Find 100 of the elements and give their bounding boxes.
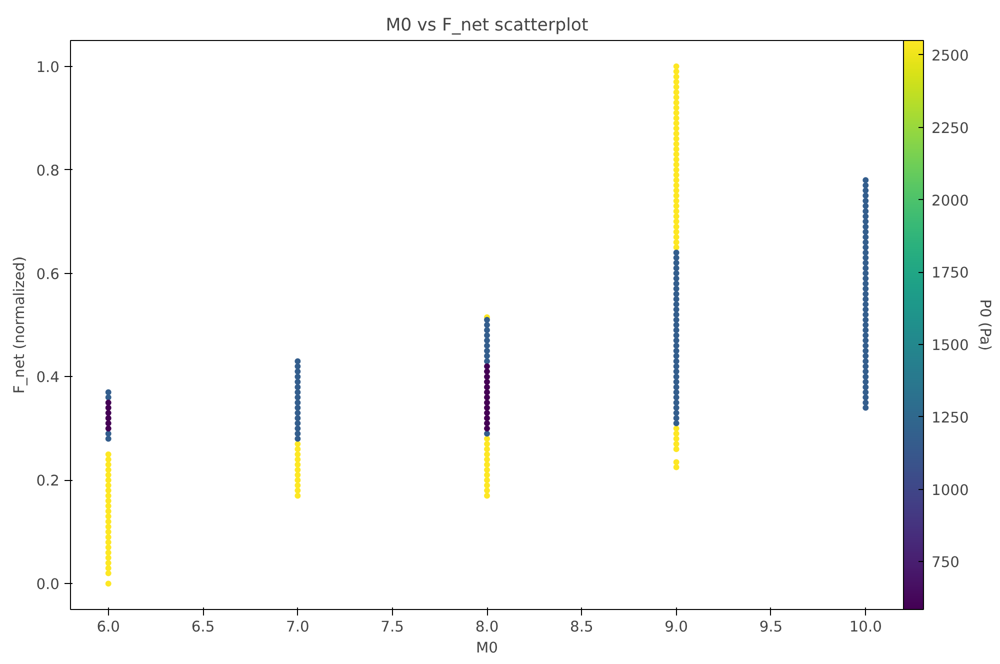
point [862,404,869,411]
point [484,353,490,360]
point [294,384,301,390]
point [484,451,490,458]
point [484,400,490,406]
point [862,275,869,282]
point [105,492,112,499]
point [294,400,301,406]
point [484,430,490,437]
point [862,296,869,302]
point [105,410,112,416]
point [862,250,869,256]
point [862,301,869,308]
point [484,368,490,375]
point [862,286,869,292]
point [484,440,490,447]
point [484,420,490,426]
point [673,440,680,447]
point [294,410,301,416]
point [673,182,680,188]
x-tick-label: 6.5 [191,618,215,636]
point [862,363,869,370]
point [105,451,112,458]
point [484,327,490,334]
point [673,63,680,70]
y-tick-label: 0.6 [36,266,60,283]
point [862,228,869,235]
point [673,120,680,126]
point [862,203,869,210]
point [484,436,490,442]
point [673,136,680,142]
point [862,177,869,184]
point [673,301,680,308]
point [673,404,680,411]
point [673,254,680,261]
color-bar-label: 1000 [932,482,969,499]
point [484,384,490,390]
point [673,146,680,152]
y-tick-label: 0.2 [36,472,60,490]
point [673,74,680,80]
y-tick-label: 0.0 [36,576,60,594]
color-bar-label: 2500 [932,47,969,64]
point [673,239,680,246]
point [484,378,490,385]
point [862,389,869,396]
point [862,322,869,328]
point [862,353,869,360]
point [673,286,680,292]
point [105,570,112,576]
point [673,265,680,272]
point [294,378,301,385]
point [673,234,680,240]
point [484,348,490,354]
point [862,306,869,312]
point [484,316,490,323]
point [673,348,680,354]
point [484,482,490,488]
point [673,394,680,400]
point [673,327,680,334]
point [484,394,490,400]
point [862,384,869,390]
point [294,440,301,447]
color-bar-label: 750 [932,554,960,572]
point [294,451,301,458]
point [294,482,301,488]
point [673,415,680,422]
point [673,177,680,184]
point [484,332,490,338]
point [105,503,112,510]
point [294,472,301,478]
point [862,198,869,204]
x-tick-label: 7.5 [380,618,404,636]
point [673,374,680,380]
point [294,363,301,370]
point [484,342,490,349]
point [484,466,490,473]
point [673,353,680,360]
point [673,338,680,344]
point [862,239,869,246]
point [673,296,680,302]
point [673,275,680,282]
point [105,404,112,411]
point [673,89,680,96]
point [673,464,680,470]
point [673,218,680,225]
point [484,477,490,484]
point [105,544,112,550]
y-axis-title: F_net (normalized) [11,256,28,394]
point [862,358,869,364]
point [673,358,680,364]
point [673,156,680,162]
point [294,358,301,364]
point [294,425,301,432]
point [673,151,680,158]
point [673,446,680,452]
point [673,68,680,75]
point [673,436,680,442]
x-tick-label: 9.0 [664,618,688,636]
point [484,322,490,328]
point [673,140,680,147]
